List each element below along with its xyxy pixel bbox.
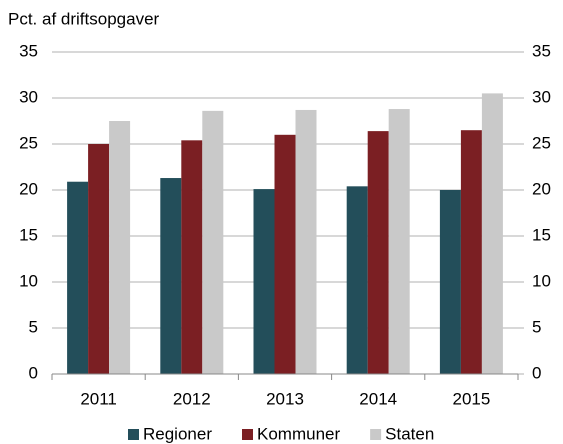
legend-swatch bbox=[370, 429, 382, 440]
bar bbox=[67, 181, 89, 374]
x-tick-label: 2013 bbox=[266, 389, 304, 408]
legend-swatch bbox=[128, 429, 139, 440]
bar bbox=[460, 130, 482, 374]
y-tick-label: 30 bbox=[19, 87, 38, 106]
x-tick-label: 2011 bbox=[80, 389, 117, 408]
y2-tick-label: 0 bbox=[532, 363, 541, 382]
bar bbox=[253, 189, 275, 374]
bar bbox=[202, 110, 224, 374]
y-tick-label: 20 bbox=[19, 179, 38, 198]
y-tick-label: 0 bbox=[29, 363, 38, 382]
y2-tick-label: 20 bbox=[532, 179, 551, 198]
y-tick-label: 5 bbox=[29, 317, 38, 336]
bar bbox=[388, 109, 410, 374]
legend-label: Regioner bbox=[143, 424, 212, 443]
bar bbox=[88, 144, 110, 374]
y-tick-label: 15 bbox=[19, 225, 38, 244]
legend-swatch bbox=[242, 429, 253, 440]
y2-tick-label: 10 bbox=[532, 271, 551, 290]
x-tick-label: 2012 bbox=[173, 389, 211, 408]
y2-tick-label: 25 bbox=[532, 133, 551, 152]
bar bbox=[181, 140, 203, 374]
y-tick-label: 10 bbox=[19, 271, 38, 290]
bar bbox=[160, 178, 182, 374]
y-axis-label: Pct. af driftsopgaver bbox=[8, 9, 160, 28]
bar bbox=[481, 93, 503, 375]
x-tick-label: 2014 bbox=[359, 389, 397, 408]
bar bbox=[109, 121, 131, 374]
bar bbox=[274, 134, 296, 374]
bar bbox=[295, 109, 317, 375]
bar bbox=[346, 186, 368, 374]
bar bbox=[439, 190, 461, 374]
legend-label: Kommuner bbox=[257, 424, 340, 443]
y2-tick-label: 5 bbox=[532, 317, 541, 336]
legend-label: Staten bbox=[385, 424, 434, 443]
bar bbox=[367, 131, 389, 374]
y-tick-label: 35 bbox=[19, 41, 38, 60]
y-tick-label: 25 bbox=[19, 133, 38, 152]
y2-tick-label: 35 bbox=[532, 41, 551, 60]
y2-tick-label: 15 bbox=[532, 225, 551, 244]
y2-tick-label: 30 bbox=[532, 87, 551, 106]
x-tick-label: 2015 bbox=[452, 389, 490, 408]
